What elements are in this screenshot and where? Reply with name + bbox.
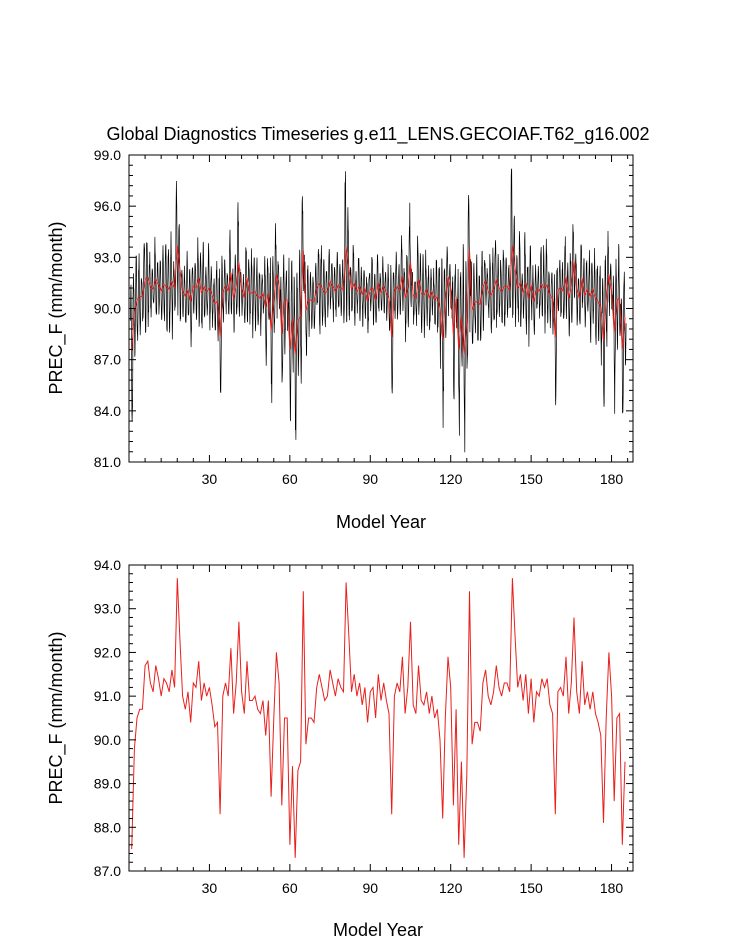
y-tick-label: 93.0	[94, 249, 121, 265]
x-tick-label: 90	[362, 471, 378, 487]
annual-mean-series-line	[131, 245, 626, 355]
bottom-panel: 87.0 88.0 89.0 90.0 91.0 92.0 93.0 94.0 …	[46, 557, 634, 940]
x-tick-label: 150	[519, 880, 543, 896]
x-tick-label: 30	[202, 471, 218, 487]
y-tick-label: 90.0	[94, 732, 121, 748]
x-tick-label: 180	[600, 880, 624, 896]
top-plot-frame	[128, 154, 634, 463]
x-tick-label: 150	[519, 471, 543, 487]
y-tick-label: 87.0	[94, 863, 121, 879]
bottom-plot-frame	[128, 564, 634, 872]
y-tick-label: 91.0	[94, 688, 121, 704]
bottom-x-tick-labels: 30 60 90 120 150 180	[202, 880, 624, 896]
x-tick-label: 60	[282, 880, 298, 896]
y-tick-label: 90.0	[94, 301, 121, 317]
bottom-y-tick-labels: 87.0 88.0 89.0 90.0 91.0 92.0 93.0 94.0	[94, 557, 121, 879]
x-tick-label: 30	[202, 880, 218, 896]
top-x-tick-labels: 30 60 90 120 150 180	[202, 471, 624, 487]
x-axis-label: Model Year	[336, 512, 426, 532]
y-tick-label: 87.0	[94, 352, 121, 368]
x-tick-label: 120	[439, 471, 463, 487]
chart-title: Global Diagnostics Timeseries g.e11_LENS…	[107, 124, 650, 145]
x-tick-label: 180	[600, 471, 624, 487]
x-tick-label: 60	[282, 471, 298, 487]
top-y-tick-labels: 81.0 84.0 87.0 90.0 93.0 96.0 99.0	[94, 147, 121, 470]
y-tick-label: 92.0	[94, 644, 121, 660]
y-axis-label: PREC_F (mm/month)	[46, 631, 67, 804]
x-tick-label: 90	[362, 880, 378, 896]
y-tick-label: 96.0	[94, 198, 121, 214]
y-tick-label: 93.0	[94, 601, 121, 617]
top-plot-data	[129, 168, 627, 453]
y-tick-label: 88.0	[94, 819, 121, 835]
x-axis-label: Model Year	[333, 920, 423, 940]
bottom-plot-data	[131, 578, 626, 858]
monthly-series-line	[129, 168, 627, 453]
y-axis-label: PREC_F (mm/month)	[46, 221, 67, 394]
y-tick-label: 81.0	[94, 454, 121, 470]
y-tick-label: 99.0	[94, 147, 121, 163]
y-tick-label: 94.0	[94, 557, 121, 573]
y-tick-label: 84.0	[94, 403, 121, 419]
annual-mean-series-line	[131, 578, 626, 858]
bottom-ticks	[128, 564, 633, 872]
top-panel: 81.0 84.0 87.0 90.0 93.0 96.0 99.0 30 60…	[46, 147, 634, 532]
y-tick-label: 89.0	[94, 776, 121, 792]
x-tick-label: 120	[439, 880, 463, 896]
top-ticks	[128, 154, 633, 463]
